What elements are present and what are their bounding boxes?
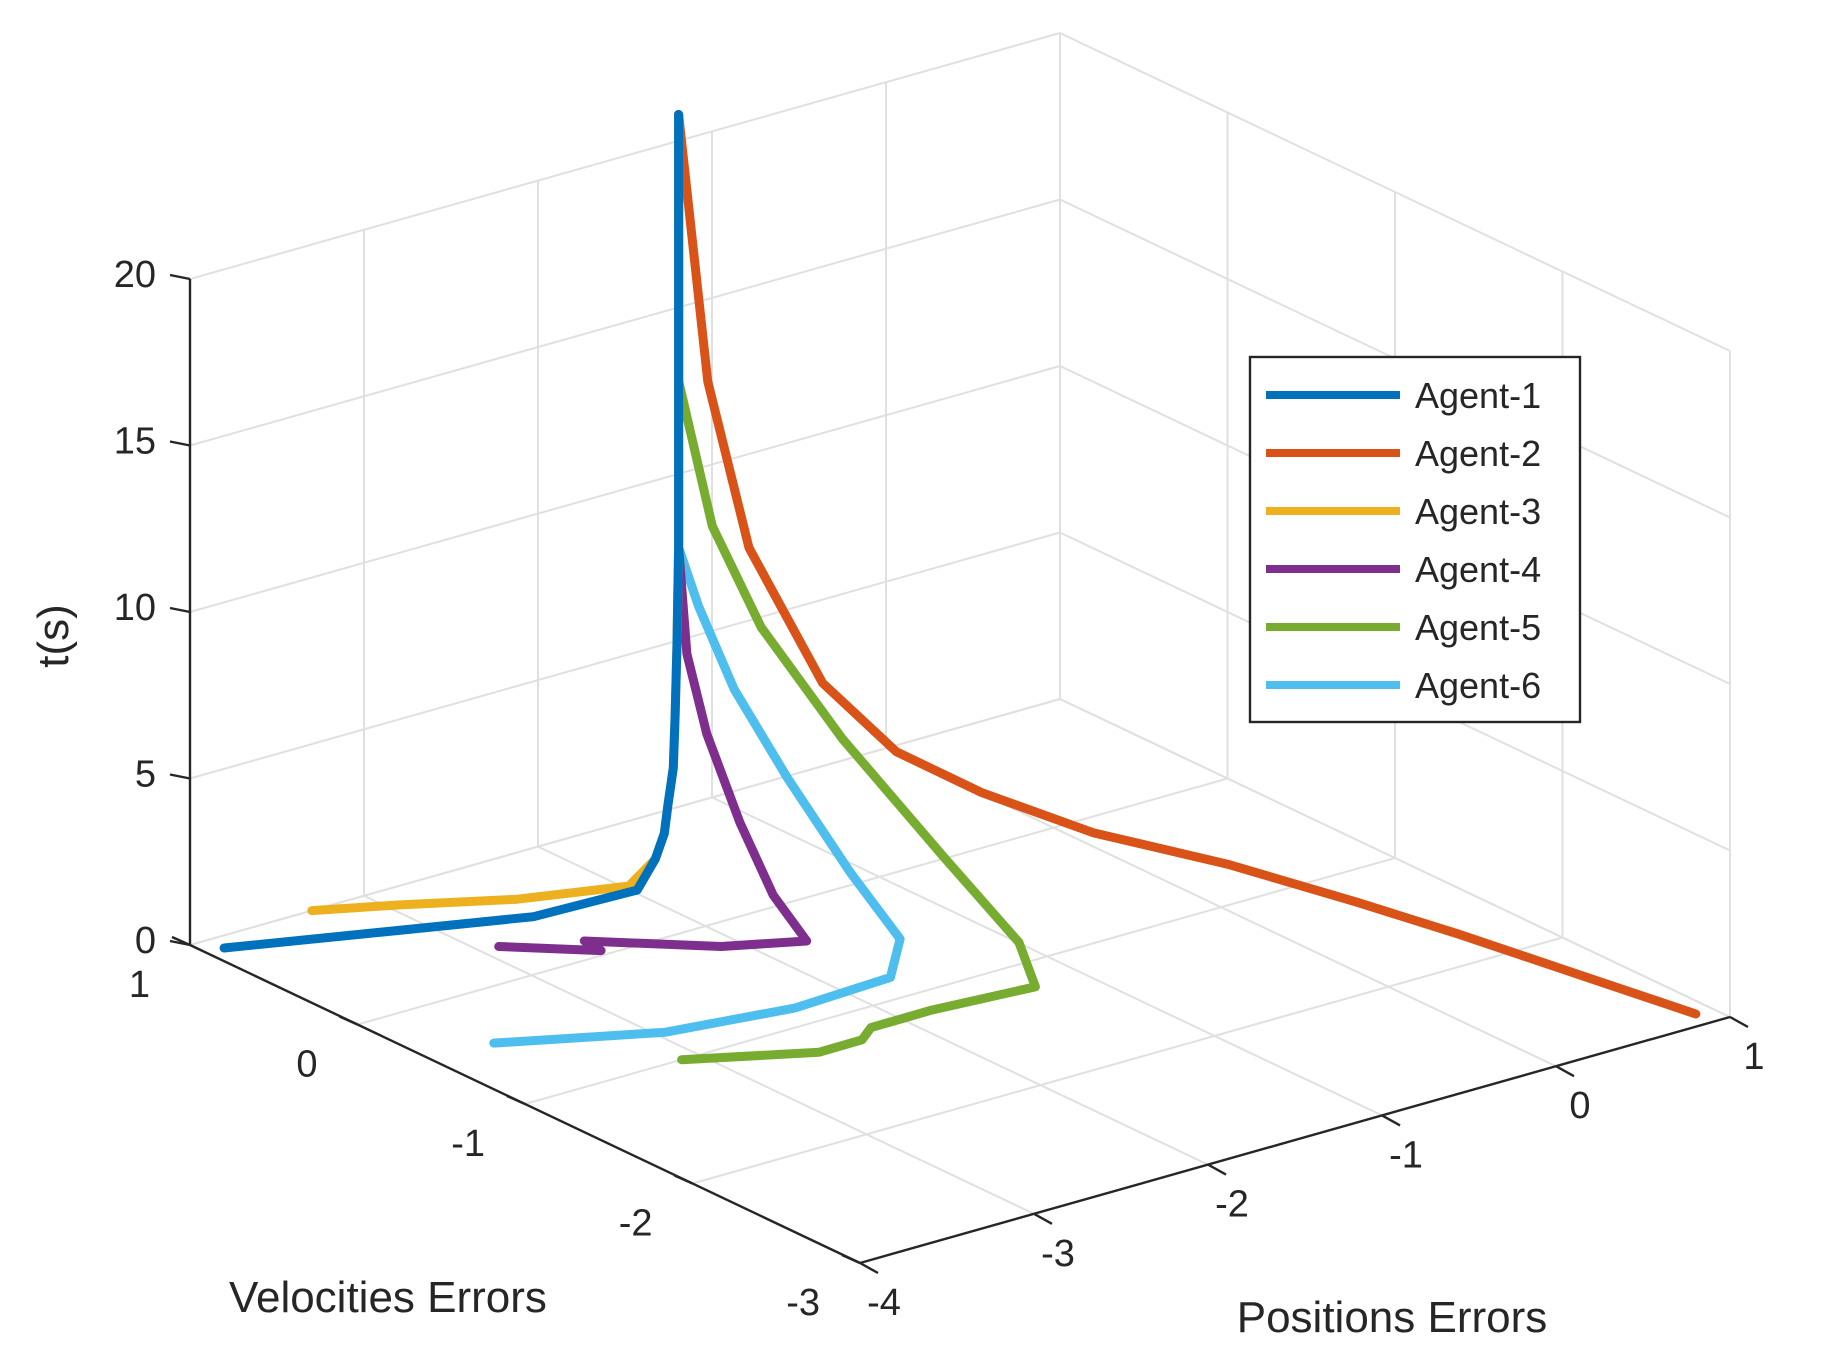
grid-line (357, 777, 1228, 1026)
legend-box (1248, 355, 1582, 724)
x-tick-label: 1 (1743, 1036, 1764, 1078)
y-tick (674, 1174, 693, 1185)
z-tick (169, 773, 191, 780)
grid-line (692, 936, 1563, 1185)
y-axis-label: Velocities Errors (229, 1273, 547, 1322)
y-tick-label: 1 (129, 964, 150, 1006)
z-tick-label: 15 (114, 421, 156, 463)
x-axis-label: Positions Errors (1237, 1293, 1548, 1342)
z-tick (169, 273, 191, 281)
axis-labels: Positions Errors Velocities Errors t(s) (29, 604, 1547, 1342)
x-tick (1555, 1065, 1575, 1078)
x-tick (1729, 1015, 1749, 1029)
z-tick (169, 939, 191, 947)
y-tick-label: -1 (451, 1123, 485, 1165)
data-series (219, 110, 1701, 1065)
grid-line (524, 857, 1396, 1105)
legend-label: Agent-5 (1415, 607, 1541, 648)
grid-line (189, 32, 1061, 280)
legend-label: Agent-4 (1415, 549, 1541, 590)
grid-line (1059, 32, 1731, 352)
legend: Agent-1 Agent-2 Agent-3 Agent-4 Agent-5 Agent… (1248, 355, 1582, 724)
x-tick-label: -2 (1215, 1184, 1249, 1226)
y-tick-label: 0 (296, 1044, 317, 1086)
z-tick-label: 0 (135, 920, 156, 962)
series-line-agent-5 (674, 110, 1040, 1065)
x-tick (1381, 1114, 1401, 1127)
grid-line (189, 698, 1061, 946)
grid-line (189, 531, 1061, 780)
x-tick-label: -3 (1041, 1233, 1075, 1275)
z-tick-label: 20 (114, 254, 156, 296)
series-line-agent-6 (489, 110, 905, 1048)
y-tick (841, 1253, 861, 1265)
z-tick-label: 10 (114, 587, 156, 629)
y-tick (339, 1015, 358, 1026)
x-tick (1207, 1163, 1227, 1176)
legend-label: Agent-2 (1415, 433, 1541, 474)
x-tick (859, 1261, 879, 1275)
series-line-agent-3 (307, 110, 684, 916)
y-tick-label: -2 (619, 1203, 653, 1245)
grid-line (1059, 698, 1731, 1018)
x-tick-label: 0 (1569, 1085, 1590, 1127)
grid-line (189, 365, 1061, 613)
x-tick-label: -4 (867, 1282, 901, 1324)
legend-label: Agent-3 (1415, 491, 1541, 532)
z-tick (169, 440, 191, 447)
series-line-agent-2 (674, 110, 1701, 1019)
y-tick-label: -3 (786, 1282, 820, 1324)
series-line-agent-4 (494, 110, 812, 956)
legend-label: Agent-1 (1415, 375, 1541, 416)
z-axis-label: t(s) (29, 604, 78, 668)
x-tick (1033, 1212, 1053, 1225)
x-axis-line (859, 1015, 1731, 1265)
grid-line (189, 198, 1061, 447)
legend-label: Agent-6 (1415, 665, 1541, 706)
y-tick (506, 1094, 526, 1106)
z-tick-label: 5 (135, 754, 156, 796)
z-tick (169, 606, 191, 614)
x-tick-label: -1 (1389, 1134, 1423, 1176)
series-line-agent-1 (219, 110, 684, 953)
